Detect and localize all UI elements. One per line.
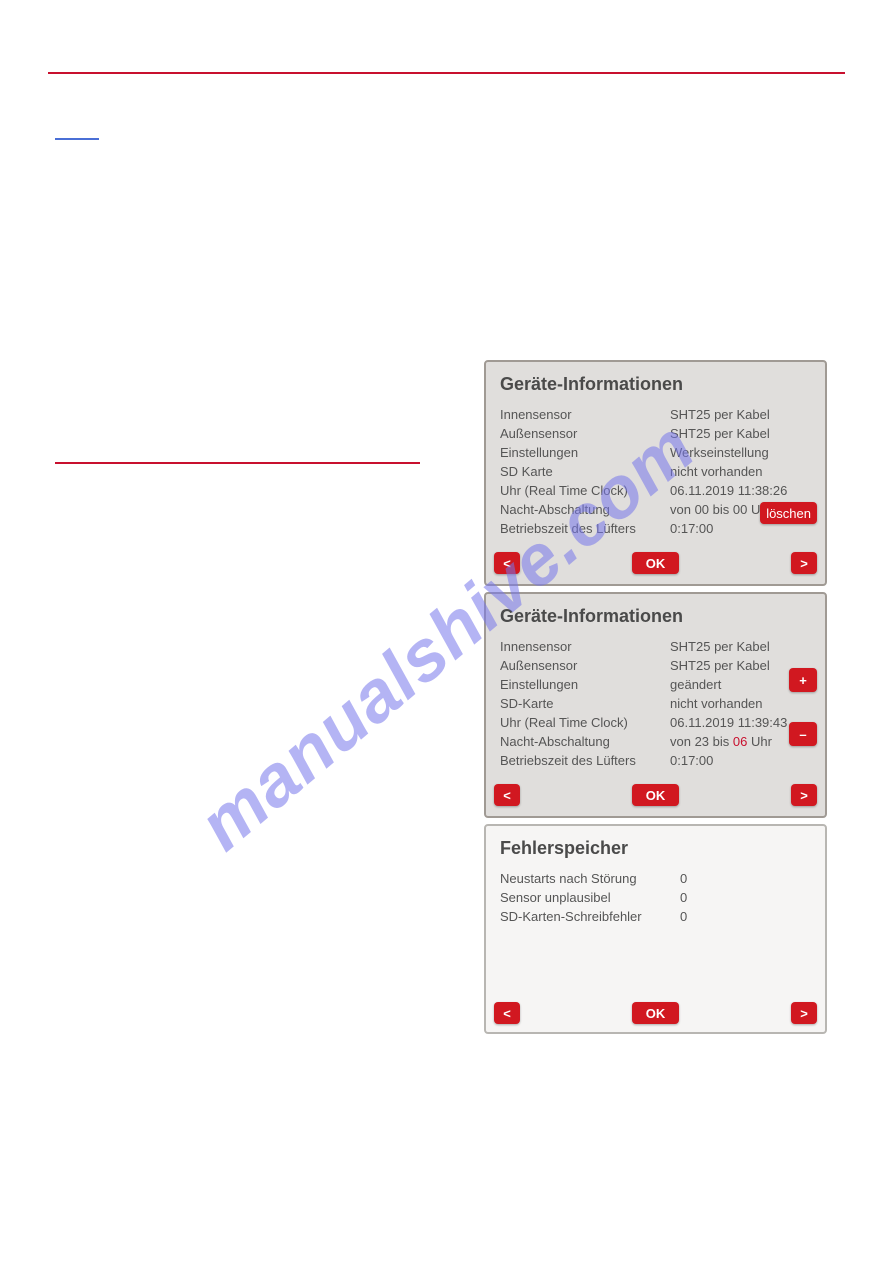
row-label: SD Karte bbox=[500, 464, 670, 479]
row-label: SD-Karte bbox=[500, 696, 670, 711]
row-label: SD-Karten-Schreibfehler bbox=[500, 909, 680, 924]
table-row: Neustarts nach Störung 0 bbox=[486, 869, 825, 888]
row-value: SHT25 per Kabel bbox=[670, 407, 811, 422]
row-value: SHT25 per Kabel bbox=[670, 426, 811, 441]
blue-underline bbox=[55, 138, 99, 140]
next-button[interactable]: > bbox=[791, 552, 817, 574]
device-info-panel-1: Geräte-Informationen Innensensor SHT25 p… bbox=[484, 360, 827, 586]
prev-button[interactable]: < bbox=[494, 784, 520, 806]
panel-title: Geräte-Informationen bbox=[486, 606, 825, 637]
table-row: Außensensor SHT25 per Kabel bbox=[486, 656, 825, 675]
minus-button[interactable]: – bbox=[789, 722, 817, 746]
table-row: Nacht-Abschaltung von 23 bis 06 Uhr bbox=[486, 732, 825, 751]
row-value: nicht vorhanden bbox=[670, 464, 811, 479]
row-value: 0:17:00 bbox=[670, 753, 811, 768]
table-row: Außensensor SHT25 per Kabel bbox=[486, 424, 825, 443]
ok-button[interactable]: OK bbox=[632, 1002, 680, 1024]
next-button[interactable]: > bbox=[791, 784, 817, 806]
row-label: Betriebszeit des Lüfters bbox=[500, 521, 670, 536]
row-label: Einstellungen bbox=[500, 677, 670, 692]
table-row: Uhr (Real Time Clock) 06.11.2019 11:38:2… bbox=[486, 481, 825, 500]
row-label: Betriebszeit des Lüfters bbox=[500, 753, 670, 768]
row-label: Innensensor bbox=[500, 407, 670, 422]
table-row: Innensensor SHT25 per Kabel bbox=[486, 405, 825, 424]
device-info-panel-2: Geräte-Informationen Innensensor SHT25 p… bbox=[484, 592, 827, 818]
row-label: Innensensor bbox=[500, 639, 670, 654]
plus-button[interactable]: + bbox=[789, 668, 817, 692]
row-value: 0 bbox=[680, 909, 811, 924]
error-store-panel: Fehlerspeicher Neustarts nach Störung 0 … bbox=[484, 824, 827, 1034]
next-button[interactable]: > bbox=[791, 1002, 817, 1024]
table-row: SD-Karten-Schreibfehler 0 bbox=[486, 907, 825, 926]
row-value: Werkseinstellung bbox=[670, 445, 811, 460]
row-label: Uhr (Real Time Clock) bbox=[500, 715, 670, 730]
row-label: Uhr (Real Time Clock) bbox=[500, 483, 670, 498]
ok-button[interactable]: OK bbox=[632, 784, 680, 806]
delete-button[interactable]: löschen bbox=[760, 502, 817, 524]
row-label: Sensor unplausibel bbox=[500, 890, 680, 905]
row-value: 06.11.2019 11:38:26 bbox=[670, 483, 811, 498]
panel-title: Fehlerspeicher bbox=[486, 838, 825, 869]
row-value: 0 bbox=[680, 890, 811, 905]
row-label: Nacht-Abschaltung bbox=[500, 734, 670, 749]
ok-button[interactable]: OK bbox=[632, 552, 680, 574]
row-label: Neustarts nach Störung bbox=[500, 871, 680, 886]
row-value: 0 bbox=[680, 871, 811, 886]
table-row: SD Karte nicht vorhanden bbox=[486, 462, 825, 481]
row-label: Einstellungen bbox=[500, 445, 670, 460]
row-label: Nacht-Abschaltung bbox=[500, 502, 670, 517]
top-rule bbox=[48, 72, 845, 74]
prev-button[interactable]: < bbox=[494, 1002, 520, 1024]
row-label: Außensensor bbox=[500, 658, 670, 673]
table-row: Innensensor SHT25 per Kabel bbox=[486, 637, 825, 656]
table-row: SD-Karte nicht vorhanden bbox=[486, 694, 825, 713]
table-row: Uhr (Real Time Clock) 06.11.2019 11:39:4… bbox=[486, 713, 825, 732]
table-row: Sensor unplausibel 0 bbox=[486, 888, 825, 907]
row-value: nicht vorhanden bbox=[670, 696, 811, 711]
table-row: Einstellungen Werkseinstellung bbox=[486, 443, 825, 462]
table-row: Betriebszeit des Lüfters 0:17:00 bbox=[486, 751, 825, 770]
row-value: SHT25 per Kabel bbox=[670, 639, 811, 654]
mid-rule bbox=[55, 462, 420, 464]
table-row: Einstellungen geändert bbox=[486, 675, 825, 694]
panel-title: Geräte-Informationen bbox=[486, 374, 825, 405]
row-label: Außensensor bbox=[500, 426, 670, 441]
prev-button[interactable]: < bbox=[494, 552, 520, 574]
